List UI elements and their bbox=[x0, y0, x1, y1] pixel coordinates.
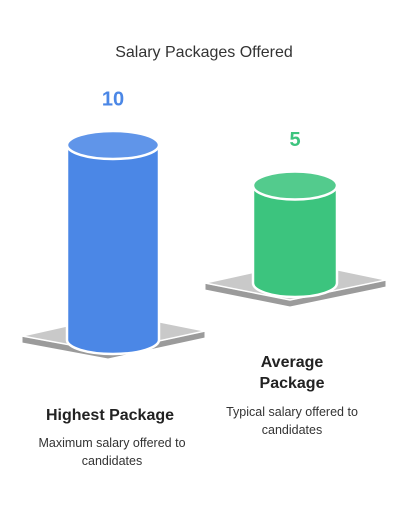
cylinder-body bbox=[251, 184, 339, 299]
category-label: Average Package bbox=[259, 354, 325, 392]
cylinder bbox=[65, 129, 161, 356]
cylinder-top bbox=[65, 129, 161, 161]
cylinder bbox=[251, 170, 339, 299]
value-label: 5 bbox=[289, 129, 300, 151]
cylinder-top bbox=[251, 170, 339, 201]
cylinder-body bbox=[65, 143, 161, 356]
category-description: Maximum salary offered to candidates bbox=[38, 436, 186, 468]
cylinder-top-shade bbox=[253, 171, 337, 200]
category-description: Typical salary offered to candidates bbox=[226, 405, 358, 437]
category-label: Highest Package bbox=[45, 407, 175, 424]
cylinder-top-shade bbox=[67, 131, 159, 159]
value-label: 10 bbox=[102, 88, 124, 110]
chart-title: Salary Packages Offered bbox=[115, 44, 293, 61]
